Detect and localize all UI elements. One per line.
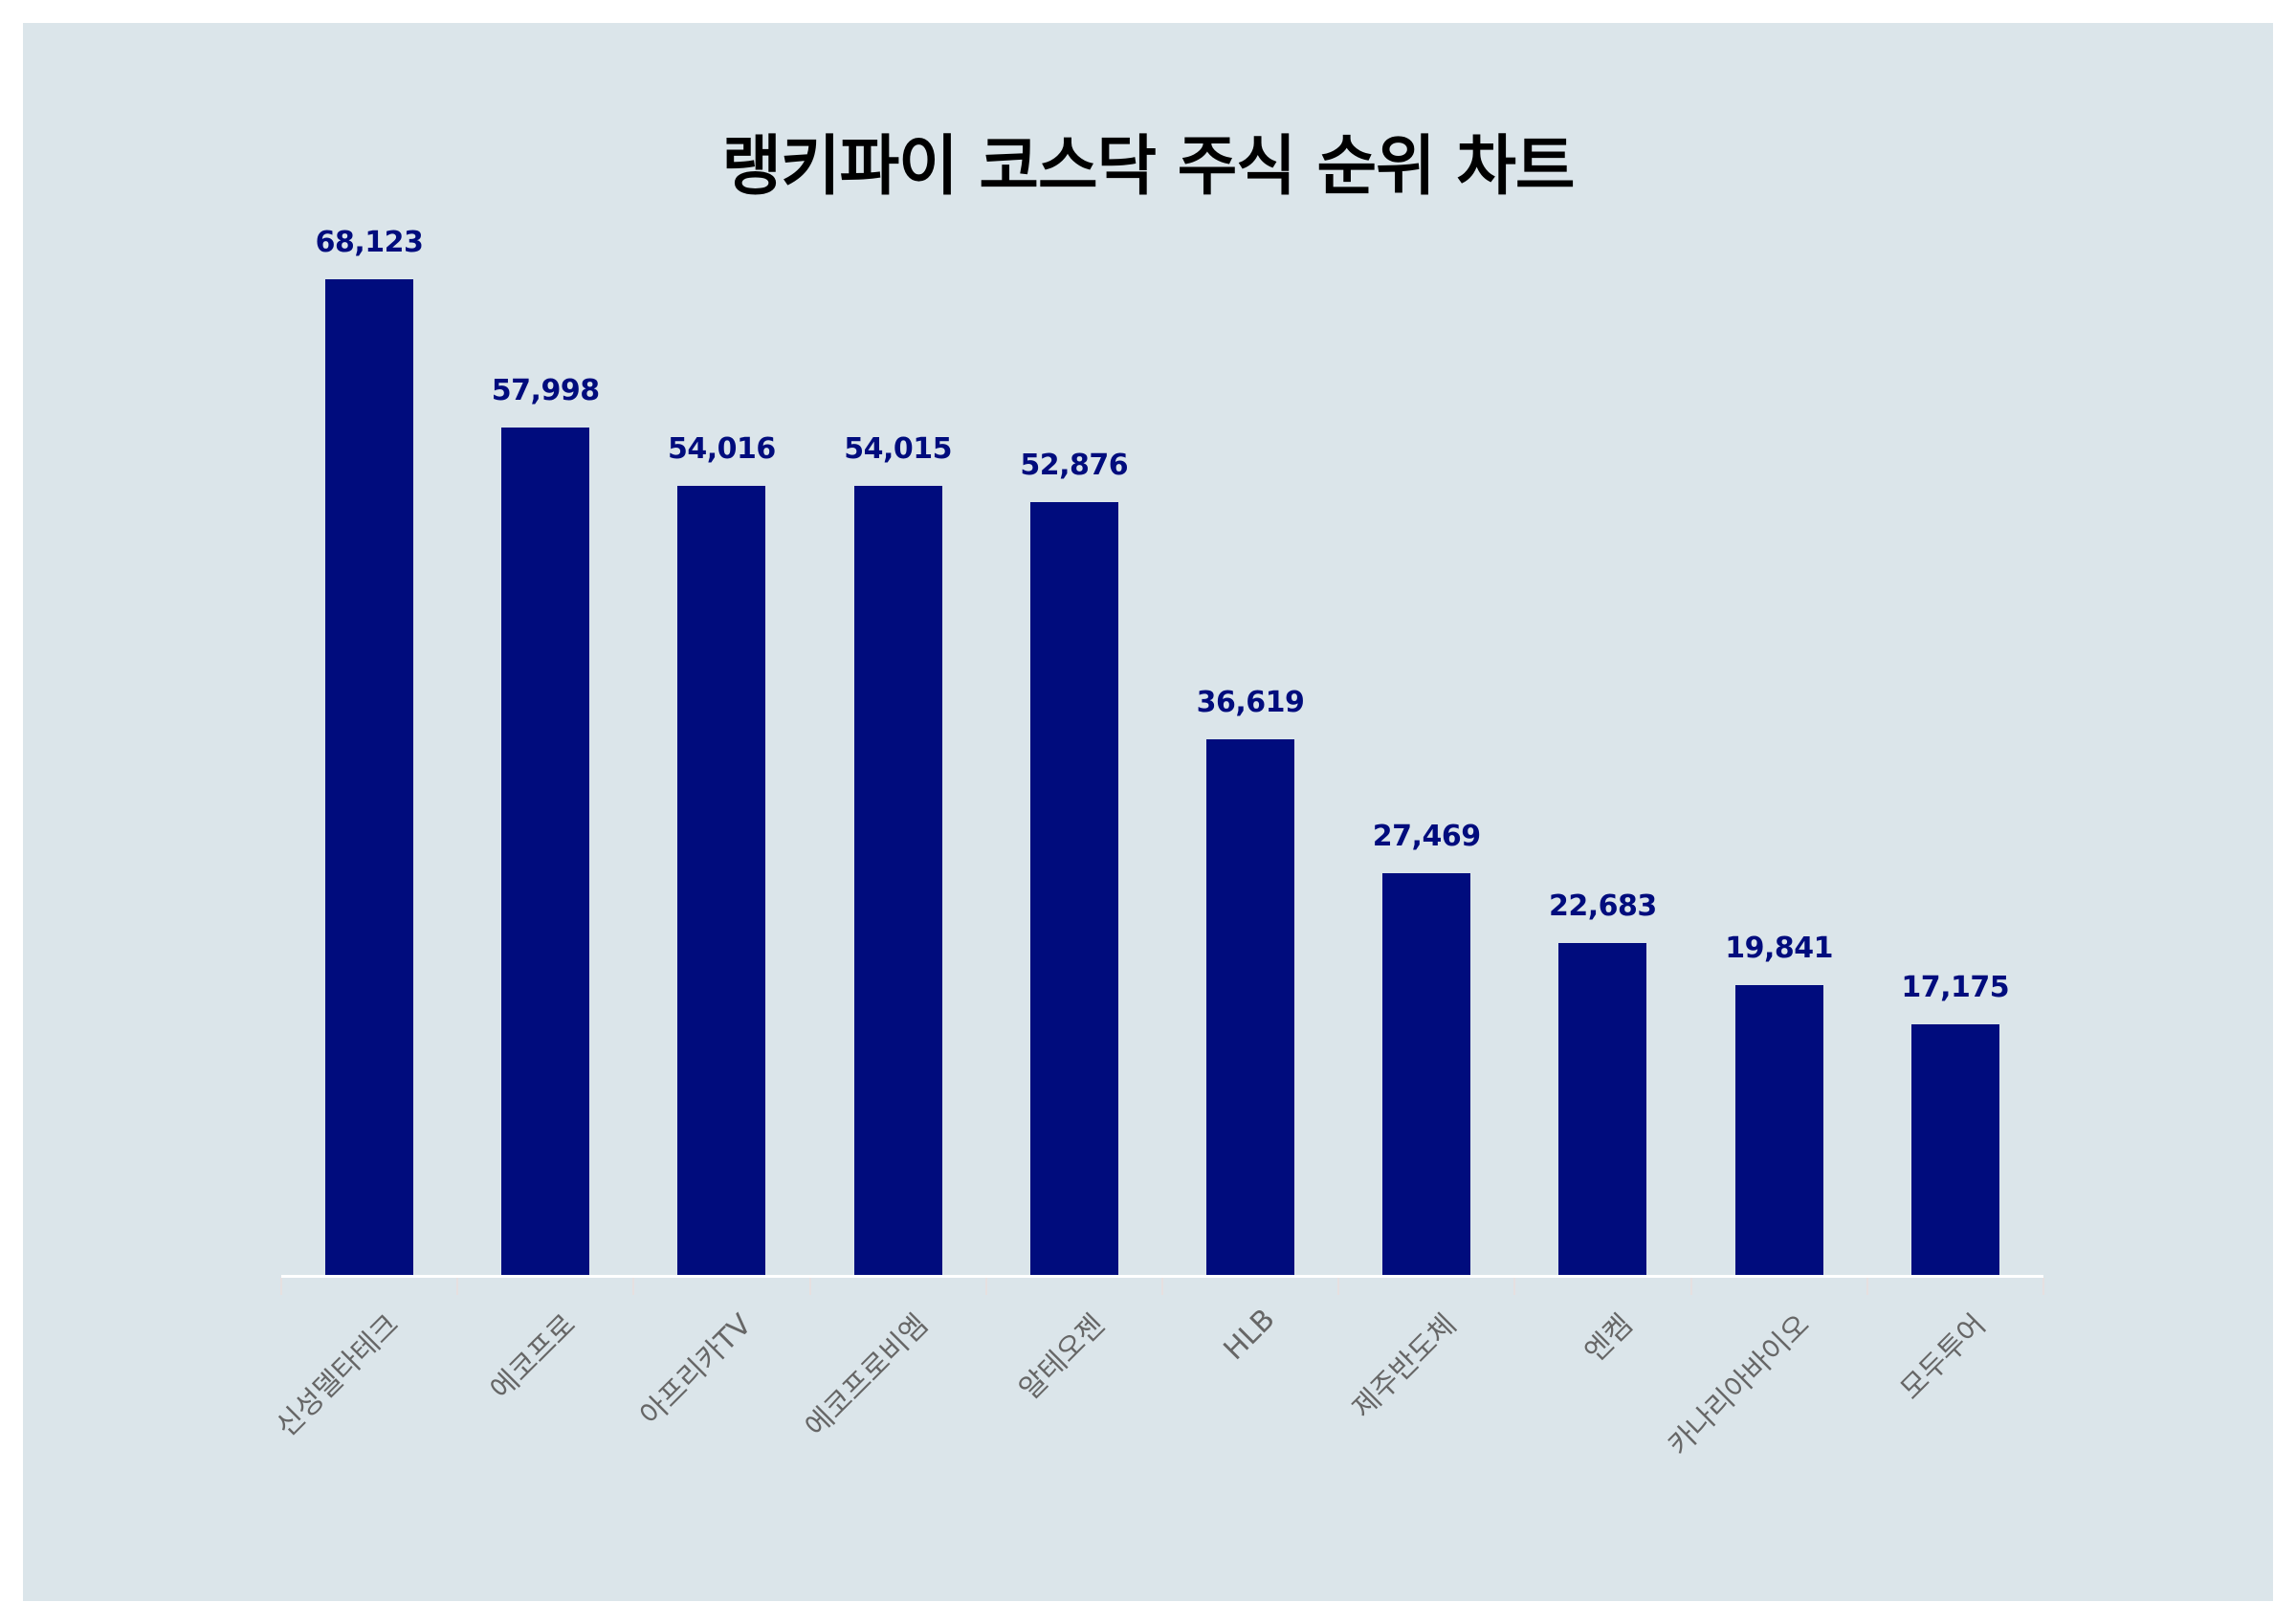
bar-value-label: 54,015 bbox=[844, 432, 952, 466]
bar[interactable] bbox=[1558, 943, 1647, 1275]
x-axis-tick bbox=[632, 1278, 635, 1295]
x-axis-tick bbox=[280, 1278, 282, 1295]
x-axis-tick bbox=[1337, 1278, 1340, 1295]
chart-title: 랭키파이 코스닥 주식 순위 차트 bbox=[721, 129, 1576, 205]
bar[interactable] bbox=[501, 428, 590, 1275]
x-axis-tick bbox=[1866, 1278, 1868, 1295]
bar[interactable] bbox=[1910, 1024, 1999, 1275]
x-axis-tick bbox=[1689, 1278, 1692, 1295]
bar-value-label: 36,619 bbox=[1196, 686, 1305, 719]
x-axis-tick bbox=[1161, 1278, 1163, 1295]
bar[interactable] bbox=[1382, 873, 1471, 1275]
bar[interactable] bbox=[1206, 739, 1294, 1275]
bar-value-label: 19,841 bbox=[1725, 932, 1833, 965]
bar[interactable] bbox=[325, 279, 413, 1275]
bar-value-label: 17,175 bbox=[1901, 971, 2010, 1004]
bar[interactable] bbox=[1734, 985, 1823, 1275]
bar[interactable] bbox=[1029, 502, 1118, 1275]
x-axis-tick bbox=[984, 1278, 987, 1295]
bar-value-label: 68,123 bbox=[315, 226, 424, 259]
bar-value-label: 27,469 bbox=[1372, 820, 1481, 853]
x-axis-tick bbox=[1513, 1278, 1516, 1295]
bar-value-label: 54,016 bbox=[668, 432, 776, 466]
x-axis-tick bbox=[2042, 1278, 2044, 1295]
bar-value-label: 57,998 bbox=[491, 374, 600, 407]
bar[interactable] bbox=[677, 486, 766, 1275]
x-axis-tick bbox=[456, 1278, 459, 1295]
bar[interactable] bbox=[853, 486, 942, 1275]
bar-value-label: 22,683 bbox=[1549, 889, 1657, 923]
x-axis-line bbox=[281, 1275, 2043, 1278]
bar-value-label: 52,876 bbox=[1020, 449, 1129, 482]
x-axis-tick bbox=[808, 1278, 811, 1295]
